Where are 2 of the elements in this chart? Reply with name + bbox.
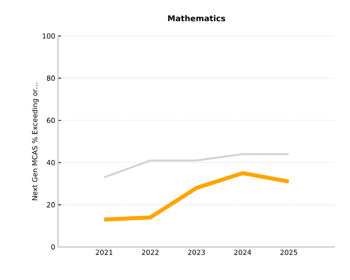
- chart-title: Mathematics: [168, 15, 226, 22]
- line-series: [102, 171, 291, 222]
